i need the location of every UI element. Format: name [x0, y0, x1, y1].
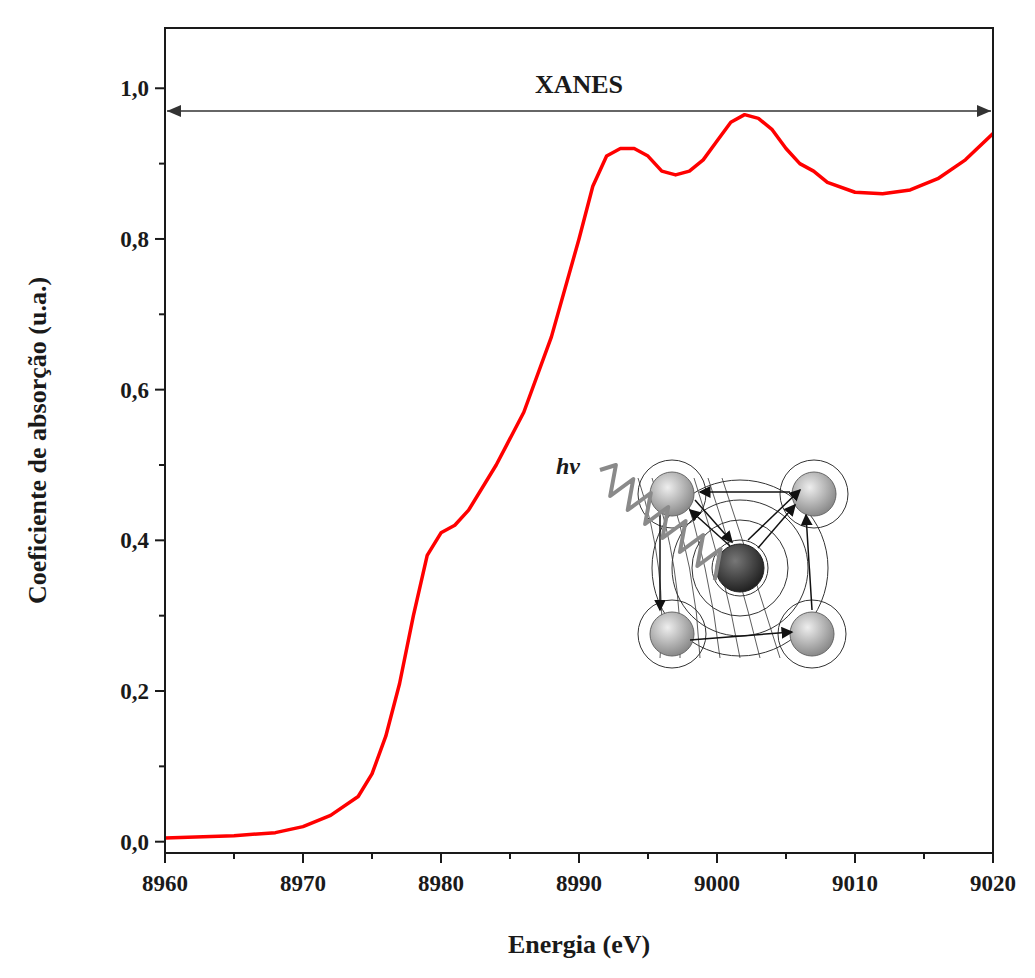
x-tick-label: 8980 — [418, 871, 464, 896]
plot-frame — [165, 28, 993, 853]
scatter-arrow — [700, 491, 790, 493]
neighbor-atom — [792, 472, 836, 516]
y-tick-label: 0,4 — [120, 528, 149, 553]
y-tick — [155, 389, 165, 391]
y-tick-label: 0,6 — [120, 378, 149, 403]
y-tick-label: 0,2 — [120, 679, 149, 704]
wave-circle — [672, 500, 808, 636]
scatter-arrow — [690, 632, 792, 640]
inset-diagram: hν — [556, 453, 848, 668]
y-tick — [155, 87, 165, 89]
x-tick-label: 9000 — [694, 871, 740, 896]
x-tick — [440, 853, 442, 863]
y-tick — [155, 238, 165, 240]
x-tick-label: 8990 — [556, 871, 602, 896]
absorber-atom — [716, 544, 764, 592]
y-tick — [155, 690, 165, 692]
x-tick — [164, 853, 166, 863]
x-axis-title: Energia (eV) — [508, 930, 650, 959]
x-tick-label: 9010 — [832, 871, 878, 896]
arrow-head — [167, 105, 181, 117]
x-tick-label: 8970 — [280, 871, 326, 896]
neighbor-atom — [650, 472, 694, 516]
y-tick — [155, 841, 165, 843]
x-tick-label: 9020 — [970, 871, 1016, 896]
x-tick — [854, 853, 856, 863]
photon-label: hν — [556, 453, 580, 479]
y-tick-label: 1,0 — [120, 76, 149, 101]
neighbor-atom — [790, 612, 834, 656]
line-series — [165, 115, 993, 838]
plot-area — [165, 115, 993, 838]
y-tick-label: 0,8 — [120, 227, 149, 252]
x-tick — [716, 853, 718, 863]
range-arrow — [167, 110, 991, 112]
scatter-arrow — [659, 512, 661, 610]
y-tick — [155, 539, 165, 541]
scatter-wave — [780, 460, 848, 528]
x-tick — [992, 853, 994, 863]
arrow-head — [977, 105, 991, 117]
photon-wave — [600, 465, 721, 580]
neighbor-atom — [650, 612, 694, 656]
x-tick — [302, 853, 304, 863]
chart: 0,0 0,2 0,4 0,6 0,8 1,0 8960 8970 8980 8990 9000 90… — [0, 0, 1035, 978]
wave-circle — [692, 520, 788, 616]
scatter-wave — [778, 600, 846, 668]
scatter-arrow — [806, 515, 812, 610]
scatter-arrow — [758, 505, 795, 548]
annotation: XANES — [535, 70, 623, 99]
x-tick-label: 8960 — [142, 871, 188, 896]
x-tick — [578, 853, 580, 863]
y-tick-label: 0,0 — [120, 830, 149, 855]
scatter-arrow — [748, 490, 800, 540]
y-axis-title: Coeficiente de absorção (u.a.) — [23, 277, 52, 604]
